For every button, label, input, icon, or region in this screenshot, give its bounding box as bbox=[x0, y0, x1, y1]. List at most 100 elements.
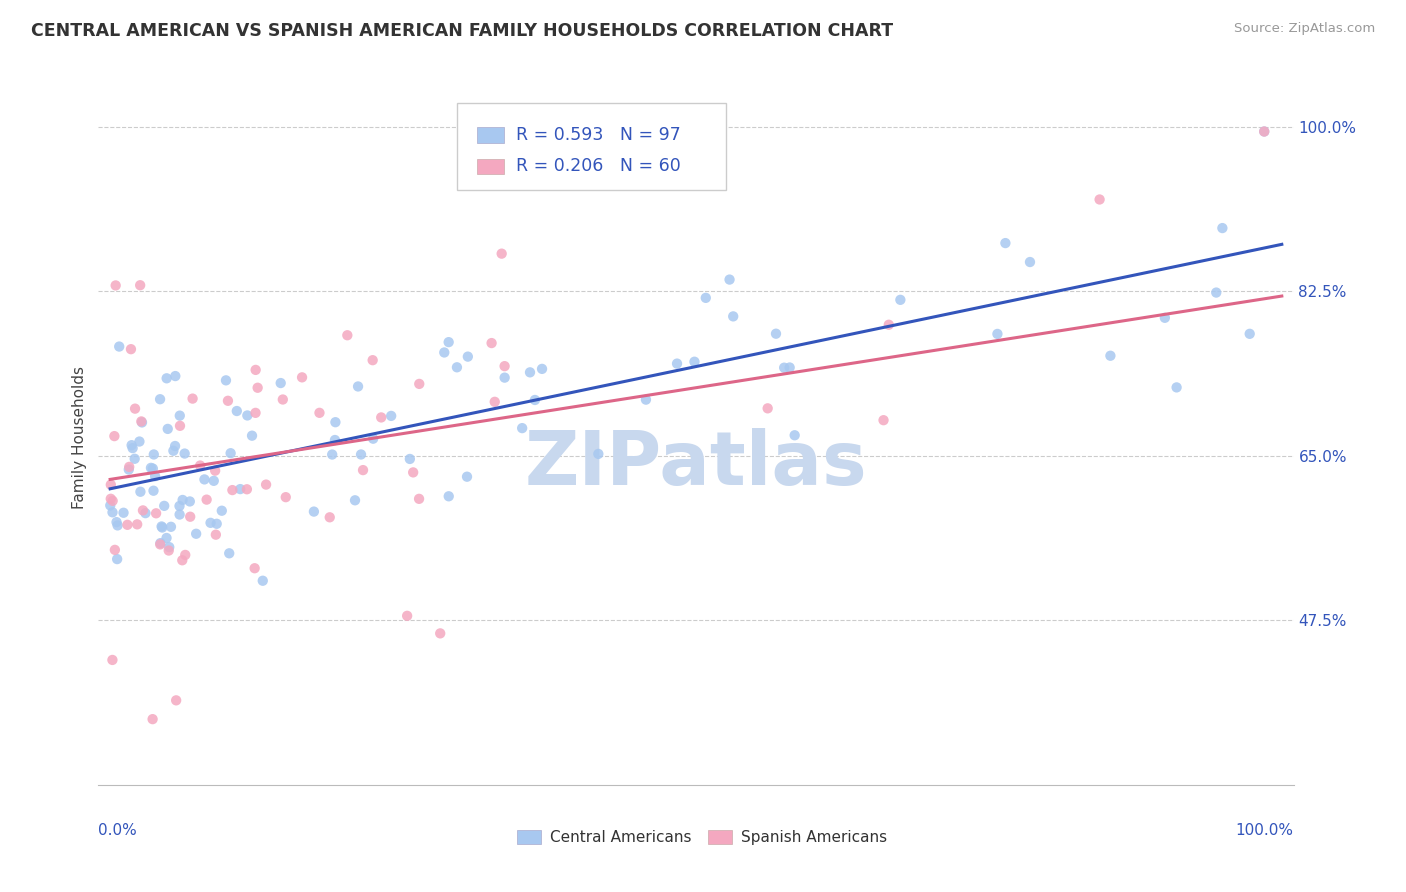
Point bbox=[380, 409, 402, 423]
Point bbox=[1253, 124, 1275, 138]
Point bbox=[252, 574, 274, 588]
Point bbox=[142, 712, 165, 726]
Point bbox=[302, 505, 325, 519]
Point bbox=[1211, 221, 1233, 235]
Point bbox=[433, 345, 456, 359]
Point bbox=[107, 518, 129, 533]
Point bbox=[1088, 193, 1111, 207]
Point bbox=[510, 421, 533, 435]
Point bbox=[211, 504, 233, 518]
Point bbox=[205, 516, 228, 531]
Point bbox=[131, 414, 153, 428]
FancyBboxPatch shape bbox=[477, 159, 503, 174]
Point bbox=[399, 452, 422, 467]
Point bbox=[202, 474, 225, 488]
Point bbox=[481, 336, 503, 351]
Point bbox=[104, 542, 127, 557]
Point bbox=[153, 499, 176, 513]
Point bbox=[783, 428, 806, 442]
Point bbox=[1239, 326, 1261, 341]
Point bbox=[215, 373, 238, 387]
Text: R = 0.593   N = 97: R = 0.593 N = 97 bbox=[516, 126, 681, 145]
Point bbox=[336, 328, 359, 343]
Point bbox=[172, 553, 194, 567]
Point bbox=[156, 422, 179, 436]
Point bbox=[179, 509, 201, 524]
Point bbox=[118, 462, 141, 476]
Point bbox=[1019, 255, 1042, 269]
Point bbox=[143, 469, 166, 483]
Point bbox=[634, 392, 657, 407]
Text: 100.0%: 100.0% bbox=[1236, 823, 1294, 838]
Point bbox=[165, 369, 187, 384]
Point bbox=[186, 526, 208, 541]
Point bbox=[721, 310, 744, 324]
Point bbox=[240, 428, 263, 442]
Point bbox=[429, 626, 451, 640]
Point bbox=[245, 363, 267, 377]
Point bbox=[132, 503, 155, 517]
Point bbox=[128, 434, 150, 449]
Point bbox=[291, 370, 314, 384]
Text: Central Americans: Central Americans bbox=[550, 830, 692, 845]
Point bbox=[352, 463, 374, 477]
FancyBboxPatch shape bbox=[457, 103, 725, 190]
Point bbox=[169, 499, 191, 513]
Point bbox=[98, 499, 121, 513]
Point bbox=[105, 515, 128, 529]
FancyBboxPatch shape bbox=[709, 830, 733, 844]
Point bbox=[350, 448, 373, 462]
FancyBboxPatch shape bbox=[477, 128, 503, 143]
Point bbox=[174, 548, 197, 562]
Point bbox=[695, 291, 717, 305]
Point bbox=[361, 353, 384, 368]
Point bbox=[100, 491, 122, 506]
Point bbox=[156, 371, 179, 385]
Point bbox=[165, 439, 187, 453]
Y-axis label: Family Households: Family Households bbox=[72, 366, 87, 508]
Point bbox=[142, 461, 165, 475]
Point bbox=[236, 483, 259, 497]
Point bbox=[101, 505, 124, 519]
Point bbox=[236, 409, 259, 423]
Point bbox=[101, 493, 124, 508]
Point bbox=[179, 494, 201, 508]
Point bbox=[142, 447, 165, 461]
Point bbox=[134, 506, 156, 520]
Point bbox=[343, 493, 366, 508]
Point bbox=[204, 464, 226, 478]
Point bbox=[779, 360, 801, 375]
Point bbox=[666, 357, 689, 371]
Point bbox=[1099, 349, 1122, 363]
Point bbox=[872, 413, 894, 427]
Point bbox=[319, 510, 342, 524]
Point bbox=[200, 516, 222, 530]
Point bbox=[217, 393, 239, 408]
Point bbox=[889, 293, 911, 307]
Point bbox=[120, 342, 142, 356]
Point bbox=[243, 561, 266, 575]
Point bbox=[118, 459, 141, 474]
Point bbox=[149, 537, 172, 551]
Point bbox=[157, 540, 180, 554]
Point bbox=[225, 404, 247, 418]
Point bbox=[718, 272, 741, 286]
Point bbox=[169, 409, 191, 423]
Point bbox=[131, 416, 153, 430]
Text: ZIPatlas: ZIPatlas bbox=[524, 428, 868, 501]
Point bbox=[491, 246, 513, 260]
Point bbox=[877, 318, 900, 332]
Point bbox=[188, 458, 211, 473]
Point bbox=[195, 492, 218, 507]
Point bbox=[274, 490, 297, 504]
Point bbox=[139, 461, 162, 475]
Point bbox=[361, 432, 384, 446]
Point bbox=[103, 429, 125, 443]
Point bbox=[221, 483, 243, 497]
Point bbox=[484, 394, 506, 409]
Point bbox=[325, 415, 347, 429]
Point bbox=[494, 359, 516, 373]
Text: CENTRAL AMERICAN VS SPANISH AMERICAN FAMILY HOUSEHOLDS CORRELATION CHART: CENTRAL AMERICAN VS SPANISH AMERICAN FAM… bbox=[31, 22, 893, 40]
Point bbox=[308, 406, 330, 420]
Point bbox=[124, 451, 146, 466]
